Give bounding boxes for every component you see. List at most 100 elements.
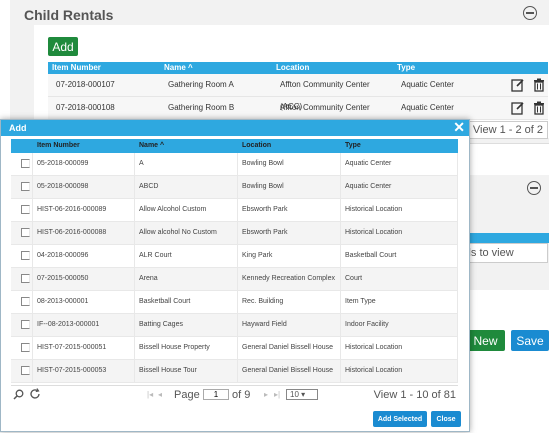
- table-cell: Arena: [135, 268, 238, 290]
- add-selected-button[interactable]: Add Selected: [373, 411, 427, 427]
- table-cell: Aquatic Center: [341, 176, 458, 198]
- table-cell: IF--08-2013-000001: [33, 314, 135, 336]
- table-cell: HIST-06-2016-000089: [33, 199, 135, 221]
- grid-body: 05-2018-000099 A Bowling Bowl Aquatic Cente…: [11, 153, 458, 383]
- table-row[interactable]: 07-2018-000107 Gathering Room A Affton C…: [48, 74, 548, 111]
- page-size-select[interactable]: 10 ▾: [286, 389, 318, 400]
- add-button[interactable]: Add: [48, 37, 78, 56]
- table-row[interactable]: IF--08-2013-000001 Batting Cages Hayward F…: [11, 314, 458, 337]
- prev-page-icon[interactable]: ◂: [158, 390, 163, 399]
- row-checkbox[interactable]: [21, 182, 30, 191]
- edit-icon[interactable]: [511, 78, 525, 92]
- row-checkbox[interactable]: [21, 159, 30, 168]
- save-button[interactable]: Save: [511, 330, 549, 351]
- table-row[interactable]: 05-2018-000098 ABCD Bowling Bowl Aquatic Ce…: [11, 176, 458, 199]
- table-cell: Historical Location: [341, 199, 458, 221]
- chevron-down-icon: ▾: [301, 390, 306, 399]
- row-checkbox[interactable]: [21, 228, 30, 237]
- table-cell: Bowling Bowl: [238, 176, 341, 198]
- table-row[interactable]: HIST-06-2016-000088 Allow alcohol No Cust…: [11, 222, 458, 245]
- edit-icon[interactable]: [511, 101, 525, 115]
- collapse-icon[interactable]: [527, 181, 541, 195]
- table-row[interactable]: 07-2015-000050 Arena Kennedy Recreation Co…: [11, 268, 458, 291]
- select-column-header: [11, 139, 33, 153]
- close-button[interactable]: Close: [431, 411, 461, 427]
- table-cell: 05-2018-000099: [33, 153, 135, 175]
- row-checkbox[interactable]: [21, 343, 30, 352]
- add-dialog: Add ✕ Item Number Name ^ Location Type 0…: [0, 119, 470, 432]
- table-cell: 05-2018-000098: [33, 176, 135, 198]
- table-cell: A: [135, 153, 238, 175]
- table-cell: Historical Location: [341, 337, 458, 359]
- collapse-icon[interactable]: [523, 6, 537, 20]
- table-row[interactable]: HIST-06-2016-000089 Allow Alcohol Custom E…: [11, 199, 458, 222]
- page-label: Page: [174, 389, 200, 401]
- table-cell: Bissell House Property: [135, 337, 238, 359]
- table-cell: Ebsworth Park: [238, 222, 341, 244]
- trash-icon[interactable]: [533, 101, 545, 115]
- row-actions: [503, 97, 545, 119]
- table-header: Item Number Name ^ Location Type: [48, 62, 548, 74]
- table-cell: Indoor Facility: [341, 314, 458, 336]
- panel-title: Child Rentals: [24, 7, 114, 23]
- column-header[interactable]: Item Number: [37, 142, 80, 149]
- column-header[interactable]: Name ^: [164, 63, 193, 72]
- refresh-icon[interactable]: [29, 388, 41, 403]
- row-checkbox[interactable]: [21, 320, 30, 329]
- row-checkbox[interactable]: [21, 274, 30, 283]
- new-button[interactable]: New: [466, 330, 505, 351]
- items-grid: Item Number Name ^ Location Type 05-2018…: [11, 139, 458, 383]
- last-page-icon[interactable]: ▸|: [274, 390, 281, 399]
- column-header[interactable]: Item Number: [52, 63, 101, 72]
- next-page-icon[interactable]: ▸: [264, 390, 269, 399]
- sort-asc-icon: ^: [188, 63, 193, 72]
- row-checkbox[interactable]: [21, 205, 30, 214]
- column-header[interactable]: Location: [242, 142, 272, 149]
- table-cell: ALR Court: [135, 245, 238, 267]
- table-row[interactable]: 05-2018-000099 A Bowling Bowl Aquatic Cente…: [11, 153, 458, 176]
- table-header: [452, 233, 549, 243]
- view-info: View 1 - 2 of 2: [467, 121, 548, 139]
- row-checkbox[interactable]: [21, 297, 30, 306]
- page-count: of 9: [232, 389, 251, 401]
- trash-icon[interactable]: [533, 78, 545, 92]
- column-header[interactable]: Location: [276, 63, 310, 72]
- table-cell: General Daniel Bissell House: [238, 360, 341, 382]
- column-header[interactable]: Name ^: [139, 142, 165, 149]
- table-cell: Rec. Building: [238, 291, 341, 313]
- grid-header: Item Number Name ^ Location Type: [11, 139, 458, 153]
- table-cell: Item Type: [341, 291, 458, 313]
- table-cell: HIST-07-2015-000053: [33, 360, 135, 382]
- table-cell: Basketball Court: [135, 291, 238, 313]
- table-cell: Kennedy Recreation Complex: [238, 268, 341, 290]
- table-cell: King Park: [238, 245, 341, 267]
- table-cell: 04-2018-000096: [33, 245, 135, 267]
- table-cell: Aquatic Center: [341, 153, 458, 175]
- table-cell: Bowling Bowl: [238, 153, 341, 175]
- table-cell: Hayward Field: [238, 314, 341, 336]
- table-row[interactable]: 07-2018-000108 Gathering Room B Affton C…: [48, 97, 548, 134]
- table-row[interactable]: 04-2018-000096 ALR Court King Park Basketba…: [11, 245, 458, 268]
- table-cell: 07-2015-000050: [33, 268, 135, 290]
- table-cell: Historical Location: [341, 360, 458, 382]
- table-row[interactable]: HIST-07-2015-000051 Bissell House Propert…: [11, 337, 458, 360]
- search-icon[interactable]: [13, 389, 24, 403]
- child-rentals-table: Item Number Name ^ Location Type 07-2018…: [48, 62, 548, 134]
- close-icon[interactable]: ✕: [453, 119, 465, 135]
- row-checkbox[interactable]: [21, 251, 30, 260]
- row-checkbox[interactable]: [21, 366, 30, 375]
- column-header[interactable]: Type: [345, 142, 361, 149]
- sort-asc-icon: ^: [160, 142, 165, 149]
- table-cell: Historical Location: [341, 222, 458, 244]
- table-cell: ABCD: [135, 176, 238, 198]
- first-page-icon[interactable]: |◂: [147, 390, 154, 399]
- table-cell: Ebsworth Park: [238, 199, 341, 221]
- row-actions: [503, 74, 545, 96]
- page-input[interactable]: [203, 389, 229, 400]
- table-cell: Basketball Court: [341, 245, 458, 267]
- table-row[interactable]: HIST-07-2015-000053 Bissell House Tour Gen…: [11, 360, 458, 383]
- table-row[interactable]: 08-2013-000001 Basketball Court Rec. Build…: [11, 291, 458, 314]
- column-header[interactable]: Type: [397, 63, 416, 72]
- table-cell: 08-2013-000001: [33, 291, 135, 313]
- table-cell: Court: [341, 268, 458, 290]
